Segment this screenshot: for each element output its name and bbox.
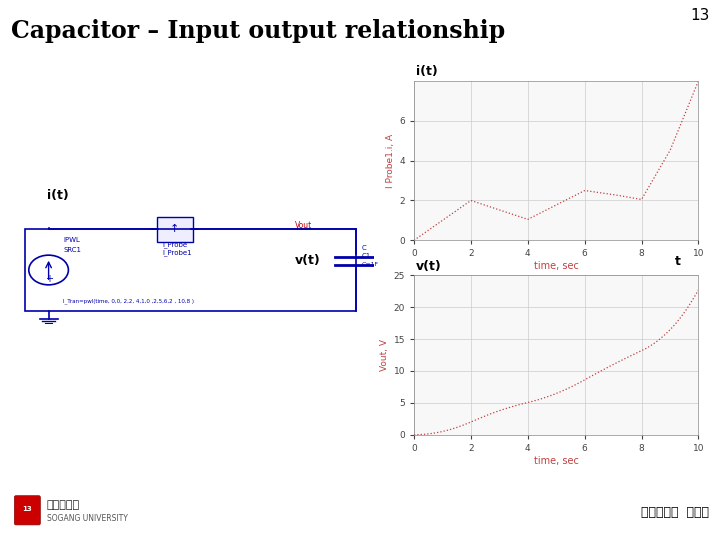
Text: SRC1: SRC1 [63,247,81,253]
Text: IPWL: IPWL [63,237,80,244]
Text: i(t): i(t) [47,190,68,202]
Text: 전자공학과  이행선: 전자공학과 이행선 [642,507,709,519]
Text: v(t): v(t) [294,254,320,267]
Text: Capacitor – Input output relationship: Capacitor – Input output relationship [11,19,505,43]
Text: ↑: ↑ [170,225,179,234]
Text: C: C [362,245,366,252]
Text: 서강대학교: 서강대학교 [47,500,80,510]
Text: i(t): i(t) [416,65,438,78]
Text: v(t): v(t) [416,260,442,273]
Text: C1: C1 [362,253,371,260]
Text: 13: 13 [690,8,709,23]
Text: C=1F: C=1F [362,262,379,267]
FancyBboxPatch shape [14,496,40,525]
Bar [25,230,356,310]
Text: I_Tran=pwl(time, 0,0, 2,2, 4,1,0 ,2,5,6,2 , 10,8 ): I_Tran=pwl(time, 0,0, 2,2, 4,1,0 ,2,5,6,… [63,298,194,304]
X-axis label: time, sec: time, sec [534,456,579,465]
X-axis label: time, sec: time, sec [534,261,579,271]
FancyBboxPatch shape [157,217,193,241]
Text: Vout: Vout [295,221,312,230]
Text: 13: 13 [22,505,32,512]
Y-axis label: Vout, V: Vout, V [380,339,390,371]
Text: +: + [45,274,53,285]
Text: I_Probe1: I_Probe1 [162,249,192,256]
Text: I_Probe: I_Probe [162,241,187,248]
Text: t: t [675,255,681,268]
Y-axis label: I Probe1.i, A: I Probe1.i, A [386,133,395,188]
Text: SOGANG UNIVERSITY: SOGANG UNIVERSITY [47,514,127,523]
